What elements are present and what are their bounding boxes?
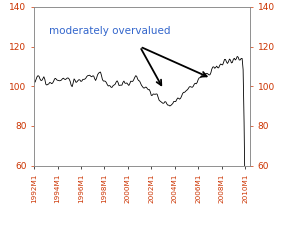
Text: moderately overvalued: moderately overvalued: [49, 26, 171, 36]
